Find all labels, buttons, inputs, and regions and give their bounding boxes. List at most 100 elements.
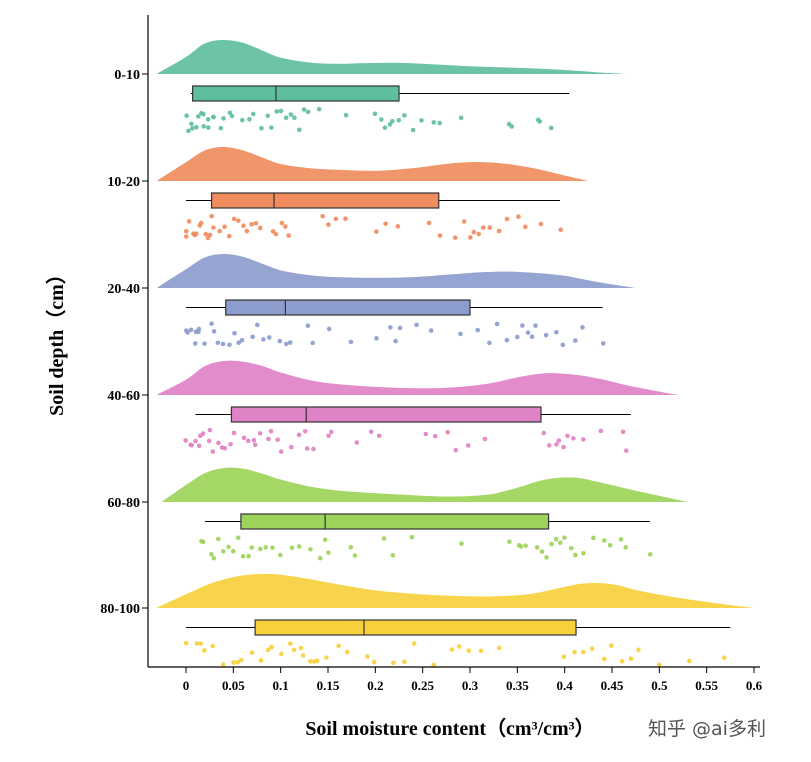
data-point [283,224,288,229]
data-point [475,327,481,333]
data-point [391,660,396,666]
data-point [376,433,382,439]
data-point [509,124,515,129]
x-tick-label: 0.05 [222,678,245,693]
box-iqr [225,299,471,316]
data-point [296,432,302,438]
x-tick-label: 0.55 [695,678,718,693]
data-point [265,647,271,653]
x-axis-title: Soil moisture content（cm³/cm³） [305,717,594,740]
data-point [258,546,263,552]
data-point [628,656,634,662]
data-point [307,659,313,664]
data-point [236,218,241,223]
data-point [523,543,528,548]
data-point [721,655,727,661]
data-point [217,228,223,234]
data-point [193,124,199,130]
data-point [279,220,285,226]
series-20-40 [157,253,636,348]
data-point [482,436,488,442]
data-point [449,647,455,652]
data-point [504,337,510,343]
box-iqr [240,513,550,530]
data-point [274,109,280,114]
density-cloud [157,573,755,608]
data-point [239,337,245,343]
data-point [589,646,595,651]
data-point [210,643,215,649]
data-point [326,326,332,332]
data-point [410,127,416,133]
data-point [458,331,463,337]
data-point [428,328,434,333]
data-point [202,648,207,653]
x-ticks: 0 0.05 0.1 0.15 0.2 0.25 0.3 0.35 0.4 0.45 0.5 0.55… [183,667,763,693]
data-point [231,660,236,665]
data-point [374,336,379,341]
data-point [263,545,269,550]
series-60-80 [162,467,688,561]
data-point [238,657,244,663]
data-point [437,233,443,238]
data-point [423,431,429,437]
data-point [326,222,331,227]
box-iqr [210,192,440,209]
data-point [203,231,209,237]
data-point [277,338,283,344]
data-point [211,555,217,561]
data-point [481,225,486,230]
data-point [298,645,304,651]
data-point [184,113,189,119]
data-point [221,116,226,121]
data-point [278,108,284,114]
data-point [515,334,520,340]
data-point [210,449,216,454]
data-point [466,648,472,653]
data-point [196,329,201,335]
data-point [368,429,374,435]
x-tick-label: 0.35 [506,678,529,693]
data-point [620,429,626,435]
data-point [229,113,235,119]
data-point [504,216,510,222]
data-point [183,228,189,234]
data-point [554,330,559,335]
data-point [445,430,451,435]
data-point [561,654,567,660]
plot-area [157,39,755,668]
data-point [371,659,377,665]
data-point [565,433,570,439]
data-point [198,641,203,646]
data-point [402,659,407,665]
data-point [397,325,403,331]
data-point [206,125,211,130]
data-point [218,125,224,131]
data-point [623,545,628,550]
data-point [270,229,276,234]
y-category-label: 10-20 [107,175,140,190]
data-point [561,444,566,450]
data-point [487,340,492,346]
data-point [189,126,195,131]
data-point [354,440,360,445]
data-point [348,544,354,550]
data-point [283,115,289,121]
data-point [333,216,339,222]
density-cloud [162,467,688,502]
data-point [344,649,350,655]
data-point [687,658,692,664]
data-point [288,641,293,646]
data-point [316,106,322,112]
data-point [320,213,325,219]
data-point [228,441,233,447]
data-point [452,235,458,240]
data-point [207,232,213,238]
data-point [296,544,302,549]
data-point [314,658,320,664]
data-point [246,553,251,559]
data-point [431,120,437,125]
data-point [516,214,521,219]
data-point [211,329,217,334]
data-point [568,545,574,551]
